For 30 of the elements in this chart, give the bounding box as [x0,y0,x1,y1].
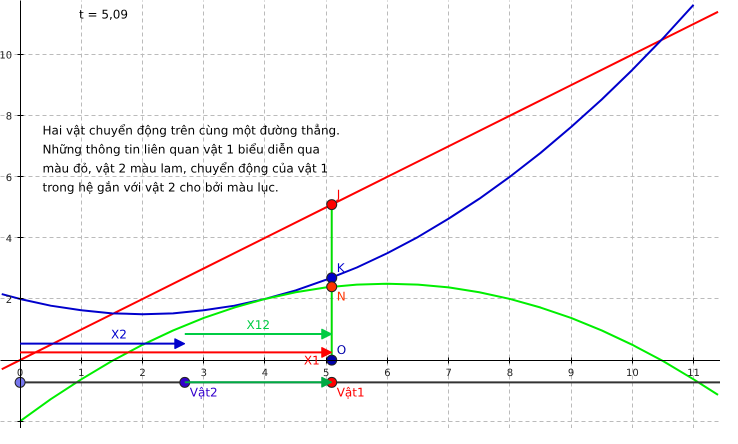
x-tick-label: 4 [262,368,268,380]
series-label: O [336,343,346,358]
line-series [0,4,695,316]
point [326,272,338,284]
x-tick-label: 5 [323,368,330,380]
x-tick-label: 3 [200,368,207,380]
point [326,281,338,292]
annotation: t = 5,09 [78,8,128,22]
series-label: K [336,260,346,275]
x-tick-label: 7 [445,368,452,380]
line-series [0,10,720,370]
x-tick-label: 8 [506,368,514,380]
x-tick-label: 9 [568,368,574,380]
y-tick-label: 8 [6,112,12,123]
series-label: Vật1 [336,385,365,400]
y-tick-label: 4 [6,234,12,245]
x-tick-label: 6 [384,368,391,380]
point [326,199,338,210]
annotation: X12 [246,318,270,332]
y-tick-label: 2 [6,294,12,306]
x-tick-label: 1 [78,368,85,380]
y-tick-label: 6 [6,172,12,184]
series-label: N [336,290,346,304]
series-label: Vật2 [190,385,218,400]
x-tick-label: 11 [687,368,700,380]
y-tick-label: 10 [0,50,12,62]
x-tick-label: 10 [626,368,639,380]
x-tick-label: 2 [139,368,146,380]
annotation: X2 [110,328,127,342]
line-series [19,282,720,422]
